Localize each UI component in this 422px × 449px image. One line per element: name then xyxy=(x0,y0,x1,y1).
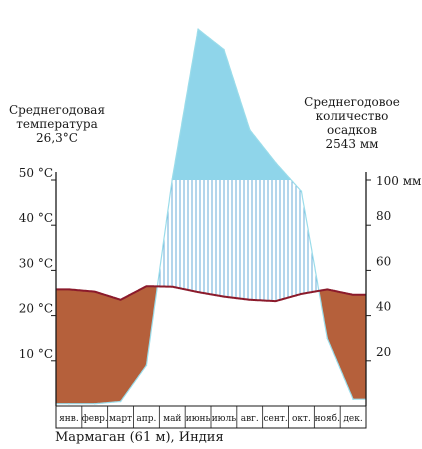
temperature-point-нояб. xyxy=(326,288,329,291)
annual-precipitation-annotation: Среднегодовое количество осадков 2543 мм xyxy=(282,95,422,151)
month-label-9: окт. xyxy=(292,414,311,424)
precipitation-point-март xyxy=(119,400,122,403)
precipitation-point-нояб. xyxy=(326,337,329,340)
annual-temperature-value: 26,3°С xyxy=(36,131,78,145)
precipitation-point-окт. xyxy=(300,190,303,193)
right-tick-label-20: 20 xyxy=(376,345,391,359)
left-tick-label-50: 50 °С xyxy=(19,166,53,180)
precipitation-point-авг. xyxy=(248,128,251,131)
temperature-point-июль xyxy=(223,295,225,298)
arid-period-area-0 xyxy=(56,286,158,404)
left-tick-label-20: 20 °С xyxy=(19,302,53,316)
annual-precipitation-value: 2543 мм xyxy=(325,137,379,151)
precipitation-point-дек. xyxy=(352,398,354,401)
month-label-0: янв. xyxy=(59,414,79,424)
temperature-point-февр. xyxy=(93,290,96,293)
month-label-4: май xyxy=(163,414,181,424)
month-label-3: апр. xyxy=(136,414,156,424)
annual-temperature-line-1: Среднегодовая xyxy=(8,103,106,117)
temperature-point-март xyxy=(119,298,122,301)
month-label-8: сент. xyxy=(263,414,287,424)
temperature-point-июнь xyxy=(197,291,199,293)
month-label-10: нояб. xyxy=(315,413,341,424)
precipitation-point-апр. xyxy=(145,364,148,367)
precipitation-point-июнь xyxy=(197,28,199,31)
annual-precipitation-line-1: Среднегодовое xyxy=(304,95,400,109)
precipitation-point-янв. xyxy=(68,402,70,405)
annual-temperature-line-2: температура xyxy=(16,117,98,131)
precipitation-curve xyxy=(56,28,366,405)
right-tick-label-100: 100 мм xyxy=(376,174,421,188)
perhumid-area-0 xyxy=(172,29,292,180)
precipitation-point-июль xyxy=(223,48,225,51)
month-label-6: июль xyxy=(212,414,237,424)
month-label-2: март xyxy=(109,414,132,424)
month-label-5: июнь xyxy=(186,414,211,424)
annual-temperature-annotation: Среднегодовая температура 26,3°С xyxy=(2,103,112,145)
annual-precipitation-line-3: осадков xyxy=(327,123,377,137)
temperature-curve xyxy=(56,285,366,303)
left-tick-label-40: 40 °С xyxy=(19,211,53,225)
right-tick-label-40: 40 xyxy=(376,300,391,314)
temperature-point-янв. xyxy=(68,288,70,291)
temperature-point-сент. xyxy=(274,300,277,302)
right-tick-label-60: 60 xyxy=(376,254,391,268)
right-tick-label-80: 80 xyxy=(376,209,391,223)
temperature-point-май xyxy=(171,285,174,288)
humid-period-area-0 xyxy=(157,180,319,302)
precipitation-point-февр. xyxy=(93,402,96,405)
annual-precipitation-line-2: количество xyxy=(315,109,389,123)
precipitation-point-сент. xyxy=(274,161,277,164)
arid-period-area-1 xyxy=(319,289,366,400)
temperature-point-авг. xyxy=(248,298,251,301)
month-label-7: авг. xyxy=(241,414,259,424)
month-label-1: февр. xyxy=(82,414,108,424)
station-caption: Мармаган (61 м), Индия xyxy=(55,430,224,445)
month-label-11: дек. xyxy=(343,414,362,424)
left-tick-label-30: 30 °С xyxy=(19,256,53,270)
precipitation-point-май xyxy=(171,178,174,180)
left-tick-label-10: 10 °С xyxy=(19,347,53,361)
temperature-point-окт. xyxy=(300,293,303,295)
temperature-point-апр. xyxy=(145,285,148,288)
temperature-point-дек. xyxy=(352,294,354,296)
